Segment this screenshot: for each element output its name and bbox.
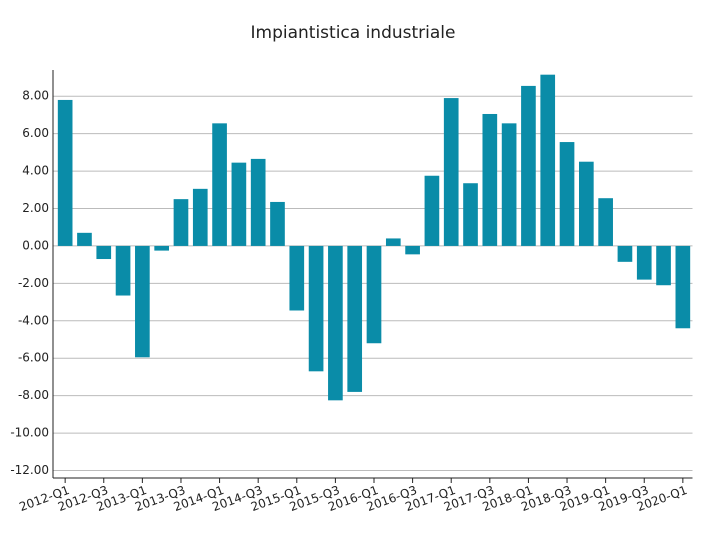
- bar: [328, 245, 343, 401]
- bar: [308, 245, 324, 372]
- y-tick-label: 6.00: [22, 126, 49, 140]
- y-tick-label: 8.00: [22, 89, 49, 103]
- y-tick-label: 4.00: [22, 164, 49, 178]
- y-tick-label: -10.00: [10, 426, 49, 440]
- bar: [540, 74, 556, 246]
- bar: [463, 183, 478, 246]
- y-tick-label: -2.00: [18, 276, 49, 290]
- y-tick-label: -12.00: [10, 463, 49, 477]
- bar: [501, 123, 517, 246]
- bar: [96, 245, 112, 260]
- bar: [289, 245, 305, 311]
- bar: [135, 245, 150, 358]
- bar: [154, 245, 170, 251]
- y-tick-label: -6.00: [18, 351, 49, 365]
- bar: [347, 245, 363, 392]
- bar: [77, 232, 92, 246]
- bar: [192, 188, 208, 246]
- bar: [57, 99, 73, 246]
- bar: [424, 175, 440, 246]
- bar: [270, 201, 285, 246]
- bar: [559, 142, 575, 246]
- y-tick-label: -4.00: [18, 313, 49, 327]
- bar: [656, 245, 671, 286]
- bar: [212, 123, 227, 246]
- bar: [636, 245, 652, 280]
- bar: [578, 161, 594, 246]
- bar: [598, 198, 613, 246]
- y-tick-label: -8.00: [18, 388, 49, 402]
- bar: [250, 158, 266, 246]
- bar: [115, 245, 131, 296]
- bar: [231, 162, 247, 246]
- bar: [443, 98, 459, 246]
- y-tick-label: 2.00: [22, 201, 49, 215]
- bar: [173, 199, 189, 246]
- bar: [617, 245, 633, 262]
- bar: [675, 245, 691, 329]
- bar: [385, 238, 401, 246]
- y-tick-label: 0.00: [22, 238, 49, 252]
- chart-title: Impiantistica industriale: [251, 23, 456, 43]
- bar: [482, 113, 498, 246]
- bar: [405, 245, 420, 255]
- bar: [521, 85, 536, 246]
- bar: [366, 245, 382, 344]
